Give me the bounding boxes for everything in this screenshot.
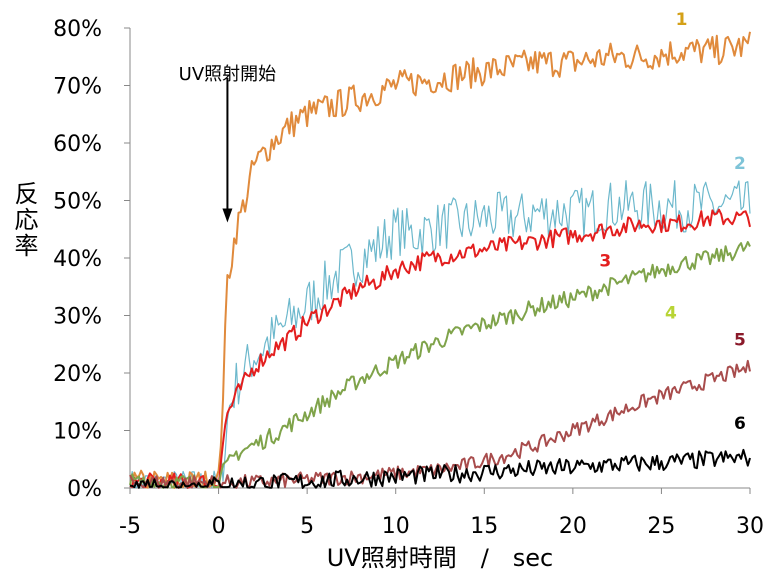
series-labels: 2 1 3 4 5 6	[599, 10, 745, 434]
x-axis-title: UV照射時間 / sec	[327, 544, 554, 572]
series-label-2: 2	[734, 154, 746, 174]
uv-start-annotation: UV照射開始	[179, 64, 277, 223]
series-lines	[129, 31, 751, 489]
series-label-4: 4	[665, 303, 677, 323]
y-tick-label: 60%	[53, 132, 102, 157]
x-tick-label: 25	[647, 514, 675, 539]
x-tick-label: 15	[470, 514, 498, 539]
series-line-1	[129, 31, 751, 489]
series-label-1: 1	[676, 10, 688, 30]
y-tick-label: 30%	[53, 305, 102, 330]
x-tick-labels: -5 0 5 10 15 20 25 30	[119, 488, 764, 539]
x-tick-label: 0	[212, 514, 226, 539]
y-tick-label: 50%	[53, 190, 102, 215]
x-tick-label: 30	[736, 514, 764, 539]
y-axis-title: 反応率	[10, 181, 38, 259]
x-tick-label: -5	[119, 514, 141, 539]
y-tick-label: 80%	[53, 17, 102, 42]
series-line-3	[129, 208, 751, 489]
x-tick-label: 10	[382, 514, 410, 539]
series-line-4	[129, 241, 751, 489]
series-label-6: 6	[734, 414, 746, 434]
y-tick-label: 0%	[67, 477, 102, 502]
uv-start-arrow-head	[222, 208, 233, 223]
x-tick-label: 5	[300, 514, 314, 539]
y-tick-label: 20%	[53, 362, 102, 387]
uv-start-annotation-text: UV照射開始	[179, 64, 277, 85]
series-label-3: 3	[599, 252, 611, 272]
y-tick-label: 10%	[53, 420, 102, 445]
x-tick-label: 20	[559, 514, 587, 539]
series-line-2	[129, 180, 751, 489]
y-tick-labels: 0% 10% 20% 30% 40% 50% 60% 70% 80%	[53, 17, 130, 502]
y-tick-label: 70%	[53, 75, 102, 100]
y-tick-label: 40%	[53, 247, 102, 272]
series-line-6	[129, 448, 751, 489]
series-label-5: 5	[734, 330, 746, 350]
